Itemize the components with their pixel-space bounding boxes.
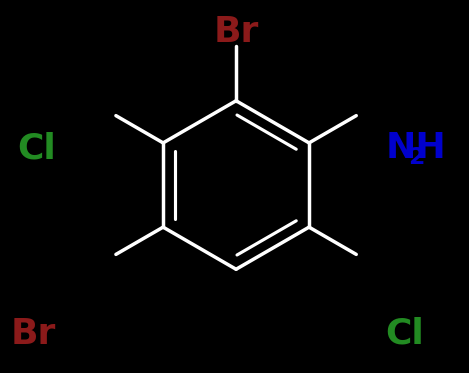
Text: Cl: Cl [386, 317, 424, 351]
Text: NH: NH [386, 131, 446, 165]
Text: Br: Br [10, 317, 56, 351]
Text: 2: 2 [408, 146, 424, 169]
Text: Br: Br [213, 15, 259, 49]
Text: Cl: Cl [17, 131, 56, 165]
